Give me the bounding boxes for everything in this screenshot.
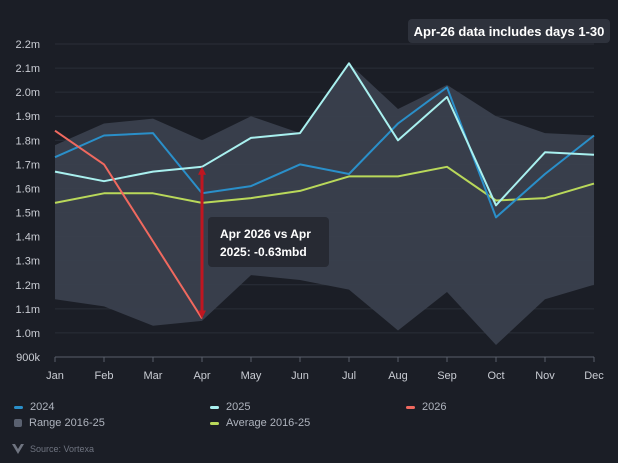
x-tick-label: Sep bbox=[437, 370, 457, 382]
x-tick-label: Aug bbox=[388, 370, 408, 382]
legend-label-2025: 2025 bbox=[226, 401, 251, 413]
source-text: Source: Vortexa bbox=[30, 444, 95, 454]
legend-item-2024[interactable]: 2024 bbox=[14, 401, 54, 413]
series-line-2024 bbox=[54, 86, 595, 219]
series-line-2026 bbox=[54, 129, 203, 320]
y-tick-label: 1.0m bbox=[16, 328, 40, 340]
annotation-arrow-head-bottom bbox=[198, 310, 206, 319]
annotation-box bbox=[208, 217, 329, 267]
series-line-average-2016-25 bbox=[54, 165, 595, 204]
y-tick-label: 1.7m bbox=[16, 159, 40, 171]
source-credit: Source: Vortexa bbox=[12, 444, 94, 454]
x-tick-label: Apr bbox=[193, 370, 210, 382]
legend-swatch-2025 bbox=[210, 405, 219, 409]
legend-swatch-2026 bbox=[406, 405, 415, 409]
y-tick-label: 900k bbox=[16, 352, 40, 364]
legend-item-average[interactable]: Average 2016-25 bbox=[210, 417, 310, 429]
data-note: Apr-26 data includes days 1-30 bbox=[408, 19, 610, 43]
x-tick-label: Feb bbox=[95, 370, 114, 382]
x-tick-label: Mar bbox=[144, 370, 163, 382]
y-tick-label: 1.2m bbox=[16, 280, 40, 292]
x-tick-label: Jul bbox=[342, 370, 356, 382]
x-tick-label: Oct bbox=[487, 370, 504, 382]
y-tick-label: 1.6m bbox=[16, 183, 40, 195]
vortexa-logo-icon bbox=[12, 444, 24, 454]
legend-swatch-2024 bbox=[14, 405, 23, 409]
y-tick-label: 2.2m bbox=[16, 39, 40, 51]
annotation-text-line1: Apr 2026 vs Apr bbox=[220, 227, 311, 241]
y-tick-label: 1.5m bbox=[16, 208, 40, 220]
legend-swatch-average bbox=[210, 421, 219, 425]
legend-swatch-range bbox=[14, 419, 22, 427]
series-line-2025 bbox=[54, 62, 595, 207]
annotation-text-line2: 2025: -0.63mbd bbox=[220, 245, 307, 259]
x-tick-label: Dec bbox=[584, 370, 604, 382]
legend-item-range[interactable]: Range 2016-25 bbox=[14, 417, 105, 429]
x-tick-label: Nov bbox=[535, 370, 555, 382]
x-tick-label: Jan bbox=[46, 370, 64, 382]
legend-label-average: Average 2016-25 bbox=[226, 417, 311, 429]
legend-item-2025[interactable]: 2025 bbox=[210, 401, 250, 413]
x-tick-label: May bbox=[241, 370, 262, 382]
range-band bbox=[55, 63, 594, 346]
y-tick-label: 1.4m bbox=[16, 232, 40, 244]
x-tick-label: Jun bbox=[291, 370, 309, 382]
legend-label-range: Range 2016-25 bbox=[29, 417, 105, 429]
y-tick-label: 1.1m bbox=[16, 304, 40, 316]
y-tick-label: 1.3m bbox=[16, 256, 40, 268]
legend-item-2026[interactable]: 2026 bbox=[406, 401, 446, 413]
legend-label-2024: 2024 bbox=[30, 401, 55, 413]
y-tick-label: 1.9m bbox=[16, 111, 40, 123]
y-tick-label: 2.0m bbox=[16, 87, 40, 99]
y-tick-label: 1.8m bbox=[16, 135, 40, 147]
annotation-arrow-head-top bbox=[198, 166, 206, 175]
legend-label-2026: 2026 bbox=[422, 401, 447, 413]
y-tick-label: 2.1m bbox=[16, 63, 40, 75]
